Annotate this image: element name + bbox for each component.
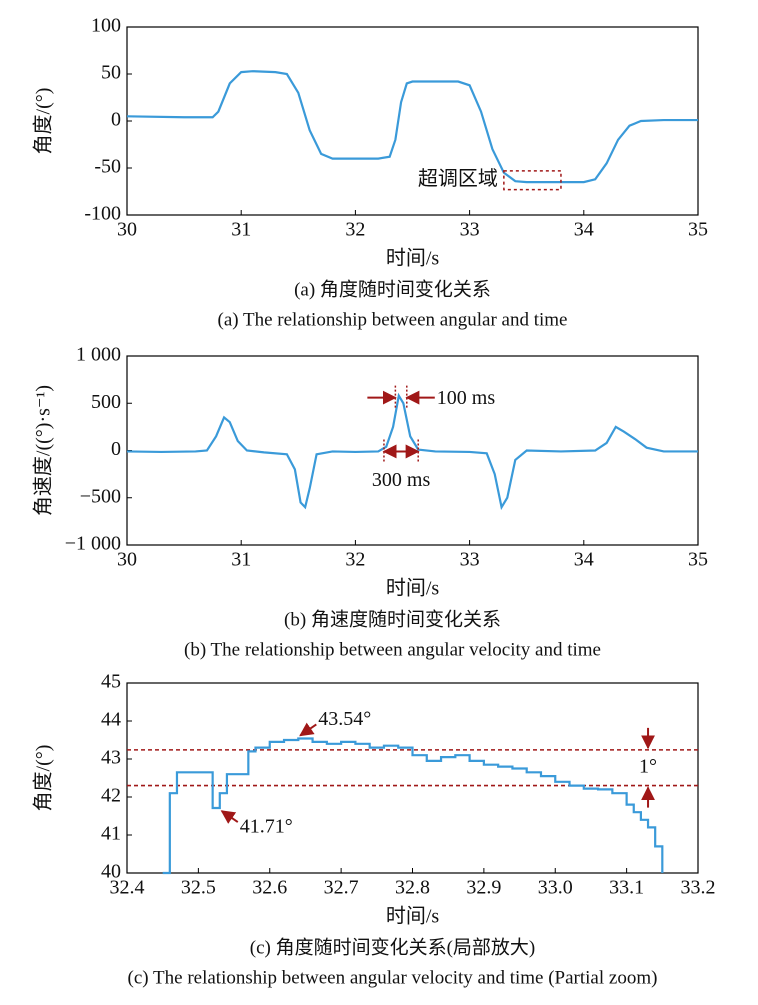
y-tick-label: 42 <box>101 785 121 807</box>
y-tick-label: 100 <box>91 15 121 37</box>
y-tick-label: 50 <box>101 62 121 84</box>
annotation: 41.71° <box>240 816 293 838</box>
caption-en: (c) The relationship between angular vel… <box>128 967 658 988</box>
highlight-box <box>503 170 562 191</box>
x-tick-label: 32.6 <box>252 877 287 899</box>
annotation: 100 ms <box>437 387 496 409</box>
caption: (a) 角度随时间变化关系 <box>294 278 491 300</box>
caption: (c) 角度随时间变化关系(局部放大) <box>250 936 536 958</box>
x-tick-label: 31 <box>231 219 251 241</box>
data-line <box>126 392 698 511</box>
y-axis-label: 角度/(°) <box>32 88 55 155</box>
y-tick-label: −500 <box>80 485 121 507</box>
data-line <box>162 737 664 875</box>
x-tick-label: 30 <box>117 549 137 571</box>
arrow <box>299 722 317 737</box>
x-tick-label: 32.9 <box>466 877 501 899</box>
x-tick-label: 32.4 <box>110 877 145 899</box>
x-axis-label: 时间/s <box>386 577 440 600</box>
x-tick-label: 35 <box>688 219 708 241</box>
y-axis-label: 角速度/((°)·s⁻¹) <box>32 385 55 516</box>
x-tick-label: 32 <box>345 549 365 571</box>
y-axis-label: 角度/(°) <box>32 745 55 812</box>
y-tick-label: -100 <box>84 203 121 225</box>
y-tick-label: 40 <box>101 861 121 883</box>
annotation: 超调区域 <box>418 167 498 190</box>
plot-frame <box>126 682 699 874</box>
x-tick-label: 30 <box>117 219 137 241</box>
y-tick-label: 1 000 <box>76 344 121 366</box>
caption-en: (b) The relationship between angular vel… <box>184 639 601 660</box>
plot-frame <box>126 26 699 216</box>
x-tick-label: 32.8 <box>395 877 430 899</box>
x-axis-label: 时间/s <box>386 247 440 270</box>
y-tick-label: 44 <box>101 709 121 731</box>
x-tick-label: 34 <box>574 549 594 571</box>
arrow <box>220 810 239 824</box>
annotation: 43.54° <box>318 708 371 730</box>
y-tick-label: 45 <box>101 671 121 693</box>
y-tick-label: -50 <box>94 156 121 178</box>
x-tick-label: 32.7 <box>324 877 359 899</box>
x-tick-label: 33.0 <box>538 877 573 899</box>
annotation: 1° <box>639 755 657 777</box>
y-tick-label: 500 <box>91 391 121 413</box>
annotation: 300 ms <box>372 469 431 491</box>
x-tick-label: 32.5 <box>181 877 216 899</box>
y-tick-label: 0 <box>111 109 121 131</box>
y-tick-label: 41 <box>101 823 121 845</box>
x-tick-label: 35 <box>688 549 708 571</box>
x-tick-label: 33 <box>460 219 480 241</box>
caption-en: (a) The relationship between angular and… <box>218 309 568 330</box>
x-tick-label: 33.1 <box>609 877 644 899</box>
y-tick-label: 0 <box>111 438 121 460</box>
y-tick-label: −1 000 <box>65 533 121 555</box>
x-axis-label: 时间/s <box>386 905 440 928</box>
x-tick-label: 32 <box>345 219 365 241</box>
x-tick-label: 33.2 <box>681 877 716 899</box>
caption: (b) 角速度随时间变化关系 <box>284 608 501 630</box>
x-tick-label: 34 <box>574 219 594 241</box>
x-tick-label: 33 <box>460 549 480 571</box>
y-tick-label: 43 <box>101 747 121 769</box>
data-line <box>126 70 698 184</box>
x-tick-label: 31 <box>231 549 251 571</box>
